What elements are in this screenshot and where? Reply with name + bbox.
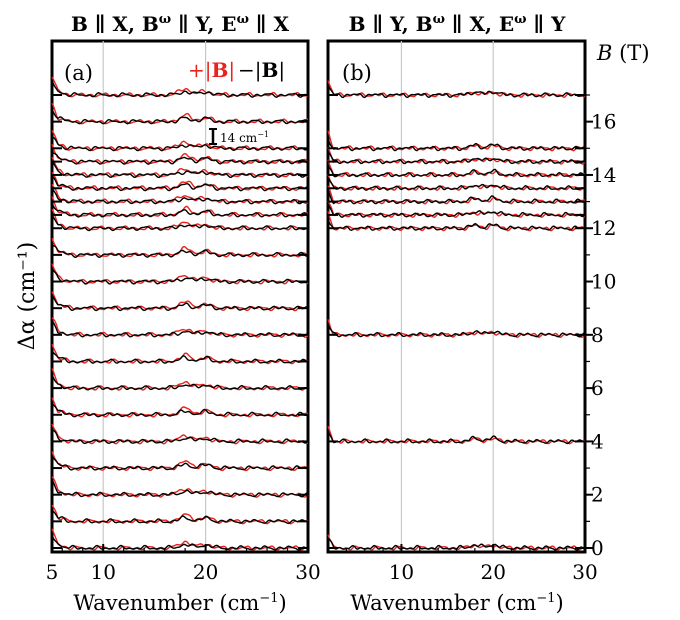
right-axis-label: B (T): [596, 41, 650, 65]
x-tick-label-b-0: 10: [389, 560, 414, 584]
trace-a-plus-0: [51, 528, 309, 551]
b-tick-label-1: 2: [591, 483, 604, 507]
trace-b-plus-10: [327, 80, 586, 99]
trace-a-minus-16: [51, 160, 309, 179]
panel-b-label: (b): [342, 61, 372, 85]
trace-b-minus-1: [327, 431, 586, 445]
b-tick-label-6: 12: [591, 216, 616, 240]
b-tick-label-8: 16: [591, 110, 616, 134]
panel-a-x-label: Wavenumber (cm−1): [73, 591, 286, 615]
trace-a-plus-15: [51, 171, 309, 191]
panel-b: (b) Wavenumber (cm−1): [326, 39, 587, 615]
b-tick-label-5: 10: [591, 270, 616, 294]
trace-b-minus-10: [327, 84, 586, 99]
b-tick-label-2: 4: [591, 429, 604, 453]
trace-a-minus-11: [51, 244, 309, 259]
trace-a-plus-1: [51, 504, 309, 525]
trace-b-minus-6: [327, 177, 586, 192]
trace-a-minus-0: [51, 535, 309, 551]
b-tick-label-3: 6: [591, 376, 604, 400]
x-tick-label-a-1: 10: [90, 560, 115, 584]
trace-a-minus-15: [51, 175, 309, 192]
x-tick-label-b-2: 30: [572, 560, 597, 584]
trace-a-minus-18: [51, 135, 309, 152]
trace-b-minus-5: [327, 190, 586, 205]
x-tick-label-b-1: 20: [480, 560, 505, 584]
trace-a-minus-4: [51, 428, 309, 445]
trace-b-minus-3: [327, 218, 586, 232]
trace-b-plus-7: [327, 159, 586, 178]
trace-b-minus-4: [327, 204, 586, 218]
trace-a-minus-14: [51, 187, 309, 205]
trace-b-plus-4: [327, 200, 586, 219]
trace-a-minus-5: [51, 403, 308, 418]
b-tick-label-4: 8: [591, 323, 604, 347]
x-tick-label-a-0: 5: [46, 560, 59, 584]
trace-b-minus-8: [327, 151, 586, 165]
panel-a-title: B ∥ X, Bω ∥ Y, Eω ∥ X: [71, 12, 289, 36]
trace-b-minus-2: [327, 324, 586, 338]
x-tick-label-a-2: 20: [193, 560, 218, 584]
trace-a-minus-6: [51, 374, 309, 391]
trace-a-minus-8: [51, 320, 309, 338]
trace-b-minus-7: [327, 165, 586, 178]
y-axis-label: Δα (cm⁻¹): [15, 242, 40, 351]
trace-a-minus-13: [51, 202, 309, 218]
panel-a-label: (a): [64, 61, 93, 85]
trace-a-plus-5: [51, 397, 309, 418]
trace-a-minus-10: [51, 268, 309, 285]
scale-bar-label: 14 cm−1: [220, 130, 269, 145]
trace-a-plus-11: [51, 237, 309, 258]
trace-a-plus-19: [51, 102, 309, 125]
legend-minus: −|B|: [238, 58, 285, 83]
trace-a-plus-9: [51, 291, 308, 312]
panel-a-axes: 5 10 20 30: [46, 94, 321, 584]
trace-b-plus-1: [327, 425, 586, 445]
panel-b-x-label: Wavenumber (cm−1): [350, 591, 563, 615]
panel-a: (a) +|B| −|B| 14 cm−1 Wavenumber (cm−1): [50, 39, 310, 615]
trace-a-minus-9: [51, 295, 309, 312]
trace-b-minus-9: [327, 137, 586, 152]
panel-b-plot: [327, 41, 586, 552]
trace-a-plus-12: [51, 209, 309, 231]
trace-a-minus-3: [51, 455, 309, 471]
legend-plus: +|B|: [188, 58, 235, 83]
trace-a-plus-18: [51, 130, 309, 152]
trace-a-minus-12: [51, 214, 308, 232]
trace-a-plus-6: [51, 368, 309, 391]
trace-a-minus-7: [51, 349, 309, 364]
scale-bar: 14 cm−1: [209, 128, 269, 145]
trace-b-plus-0: [327, 534, 586, 551]
panel-a-plot: [51, 41, 309, 552]
trace-a-plus-3: [51, 451, 309, 472]
trace-a-minus-19: [51, 109, 309, 125]
trace-a-minus-20: [51, 80, 309, 98]
panel-b-frame: [326, 39, 587, 554]
trace-a-minus-17: [51, 151, 309, 165]
b-tick-label-0: 0: [591, 536, 604, 560]
panel-a-legend: +|B| −|B|: [188, 58, 285, 83]
panel-b-title: B ∥ Y, Bω ∥ X, Eω ∥ Y: [349, 12, 566, 36]
panel-b-axes: 10 20 300 2 4 6 8 10 12 14 16: [327, 94, 616, 584]
b-tick-label-7: 14: [591, 163, 616, 187]
x-tick-label-a-3: 30: [295, 560, 320, 584]
trace-a-minus-2: [51, 479, 308, 498]
trace-a-minus-1: [51, 509, 309, 525]
